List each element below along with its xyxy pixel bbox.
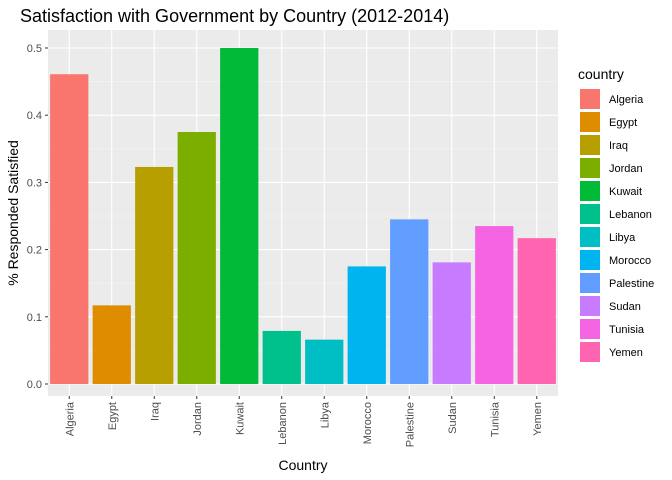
legend-key-sudan xyxy=(580,296,600,316)
legend-label: Tunisia xyxy=(609,324,645,336)
x-tick-label: Sudan xyxy=(447,402,459,434)
x-tick-label: Tunisia xyxy=(489,401,501,437)
x-tick-label: Lebanon xyxy=(277,402,289,445)
legend-title: country xyxy=(578,66,624,82)
x-tick-label: Egypt xyxy=(107,402,119,430)
legend-key-yemen xyxy=(580,342,600,362)
legend-key-tunisia xyxy=(580,319,600,339)
legend-label: Yemen xyxy=(609,347,643,359)
legend-label: Jordan xyxy=(609,163,643,175)
legend-label: Lebanon xyxy=(609,209,652,221)
y-axis: 0.0 0.1 0.2 0.3 0.4 0.5 xyxy=(27,43,48,391)
bar-lebanon xyxy=(262,330,301,384)
legend-key-egypt xyxy=(580,112,600,132)
bar-iraq xyxy=(135,166,174,384)
y-axis-title: % Responded Satisfied xyxy=(5,140,21,286)
legend-key-kuwait xyxy=(580,181,600,201)
legend-label: Iraq xyxy=(609,140,628,152)
plot-panel xyxy=(48,30,558,396)
bar-egypt xyxy=(92,305,131,384)
x-tick-label: Yemen xyxy=(532,402,544,436)
bars xyxy=(50,48,556,384)
legend-label: Sudan xyxy=(609,301,641,313)
x-tick-label: Libya xyxy=(319,401,331,428)
y-tick-label: 0.4 xyxy=(27,110,42,122)
legend-label: Palestine xyxy=(609,278,654,290)
x-tick-label: Iraq xyxy=(149,402,161,421)
legend-key-lebanon xyxy=(580,204,600,224)
x-tick-label: Kuwait xyxy=(234,402,246,435)
x-tick-label: Palestine xyxy=(404,402,416,447)
chart-title: Satisfaction with Government by Country … xyxy=(20,6,449,26)
bar-palestine xyxy=(390,219,429,384)
x-tick-label: Morocco xyxy=(362,402,374,444)
x-tick-label: Jordan xyxy=(192,402,204,436)
legend-label: Egypt xyxy=(609,117,637,129)
legend-key-jordan xyxy=(580,158,600,178)
bar-jordan xyxy=(177,132,216,384)
x-axis-title: Country xyxy=(278,457,327,473)
bar-kuwait xyxy=(220,48,259,384)
legend-label: Kuwait xyxy=(609,186,642,198)
x-tick-label: Algeria xyxy=(64,401,76,436)
y-tick-label: 0.1 xyxy=(27,312,42,324)
bar-algeria xyxy=(50,74,89,384)
bar-sudan xyxy=(432,262,471,384)
x-axis: Algeria Egypt Iraq Jordan Kuwait Lebanon Libya… xyxy=(64,396,544,447)
legend-label: Libya xyxy=(609,232,636,244)
y-tick-label: 0.3 xyxy=(27,177,42,189)
legend-key-iraq xyxy=(580,135,600,155)
y-tick-label: 0.2 xyxy=(27,245,42,257)
legend-label: Morocco xyxy=(609,255,651,267)
legend-key-palestine xyxy=(580,273,600,293)
legend: country Algeria Egypt Iraq Jordan Kuwait Leba… xyxy=(578,66,654,362)
y-tick-label: 0.5 xyxy=(27,43,42,55)
legend-key-morocco xyxy=(580,250,600,270)
bar-tunisia xyxy=(475,226,514,384)
y-tick-label: 0.0 xyxy=(27,379,42,391)
legend-label: Algeria xyxy=(609,94,644,106)
bar-morocco xyxy=(347,266,386,384)
bar-yemen xyxy=(517,238,556,384)
legend-key-algeria xyxy=(580,89,600,109)
bar-libya xyxy=(305,339,344,384)
legend-key-libya xyxy=(580,227,600,247)
